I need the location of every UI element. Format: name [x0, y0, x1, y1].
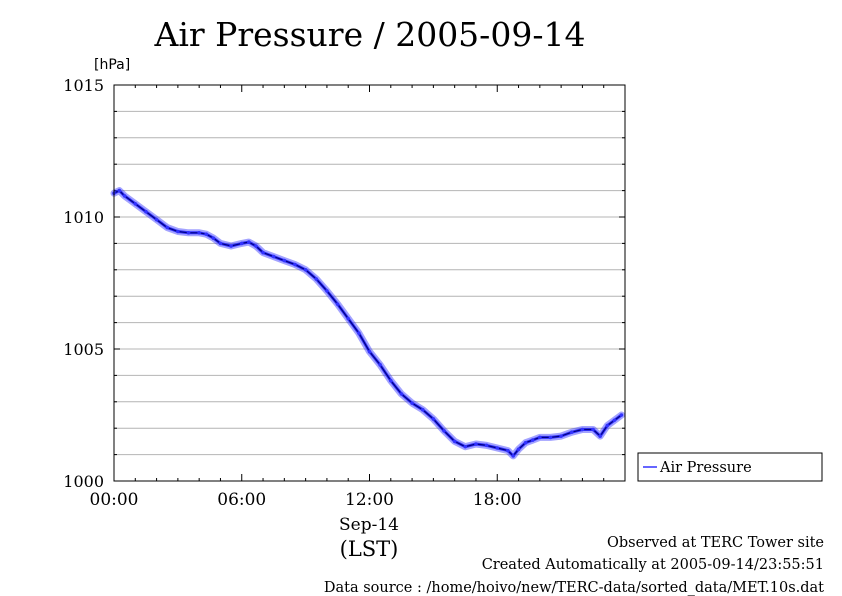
data-point — [122, 194, 127, 198]
data-point — [538, 435, 542, 440]
data-point — [133, 202, 138, 206]
data-point — [176, 229, 180, 234]
x-tick-label: 12:00 — [345, 490, 394, 510]
data-point — [431, 417, 436, 421]
data-point — [474, 442, 478, 446]
y-tick-label: 1000 — [63, 472, 104, 491]
series-layer — [110, 187, 625, 460]
y-tick-label: 1010 — [63, 208, 104, 227]
x-tick-label: 06:00 — [217, 490, 266, 510]
data-point — [410, 401, 414, 405]
grid-lines — [114, 110, 625, 456]
data-point — [484, 443, 489, 448]
data-point — [303, 268, 308, 272]
data-point — [388, 378, 393, 383]
data-point — [399, 392, 404, 396]
data-point — [598, 434, 602, 438]
y-tick-label: 1015 — [63, 76, 104, 95]
chart-title: Air Pressure / 2005-09-14 — [154, 15, 586, 54]
data-point — [261, 250, 265, 255]
data-point — [186, 231, 191, 235]
footer-observed: Observed at TERC Tower site — [606, 535, 824, 551]
data-point — [239, 241, 244, 246]
data-point — [378, 363, 382, 367]
data-point — [463, 444, 468, 449]
plot-frame — [113, 84, 626, 482]
data-point — [619, 413, 624, 417]
data-point — [523, 440, 528, 445]
series-band-air-pressure — [110, 187, 625, 460]
data-point — [591, 427, 595, 432]
data-point — [204, 232, 209, 236]
data-point — [442, 429, 446, 433]
data-point — [605, 423, 610, 428]
legend: Air Pressure — [637, 452, 823, 482]
axis-ticks — [114, 85, 625, 481]
data-point — [229, 244, 233, 248]
data-point — [254, 244, 258, 248]
data-point — [144, 209, 148, 214]
data-point — [218, 241, 223, 246]
y-tick-labels: 1000 1005 1010 1015 — [63, 76, 104, 491]
data-point — [367, 349, 372, 354]
footer-created: Created Automatically at 2005-09-14/23:5… — [481, 557, 824, 573]
legend-box — [637, 452, 823, 482]
data-point — [452, 439, 457, 444]
data-point — [346, 316, 351, 321]
data-point — [335, 302, 340, 306]
data-point — [559, 434, 563, 438]
legend-label-air-pressure: Air Pressure — [659, 460, 752, 476]
data-point — [516, 447, 521, 452]
y-axis-unit-label: [hPa] — [94, 57, 130, 73]
x-axis-date-label: Sep-14 — [339, 515, 399, 535]
y-tick-label: 1005 — [63, 340, 104, 359]
data-point — [420, 407, 425, 412]
data-point — [511, 454, 516, 458]
data-point — [314, 277, 319, 281]
data-point — [580, 427, 585, 432]
x-tick-labels: 00:00 06:00 12:00 18:00 — [90, 490, 522, 510]
data-point — [495, 446, 500, 450]
data-point — [247, 240, 251, 244]
x-axis-label: (LST) — [340, 537, 399, 561]
data-point — [325, 289, 329, 293]
data-point — [506, 448, 510, 453]
data-point — [569, 430, 574, 434]
x-tick-label: 18:00 — [473, 490, 522, 510]
data-point — [612, 418, 617, 423]
data-point — [530, 438, 535, 442]
data-point — [282, 258, 287, 263]
data-point — [211, 236, 216, 240]
data-point — [293, 262, 297, 267]
data-point — [548, 435, 553, 440]
x-tick-label: 00:00 — [90, 490, 139, 510]
data-point — [165, 225, 170, 230]
data-point — [117, 188, 122, 193]
data-point — [197, 231, 201, 235]
footer-source: Data source : /home/hoivo/new/TERC-data/… — [323, 580, 824, 596]
data-point — [271, 254, 276, 259]
data-point — [154, 217, 159, 222]
data-point — [357, 331, 361, 335]
